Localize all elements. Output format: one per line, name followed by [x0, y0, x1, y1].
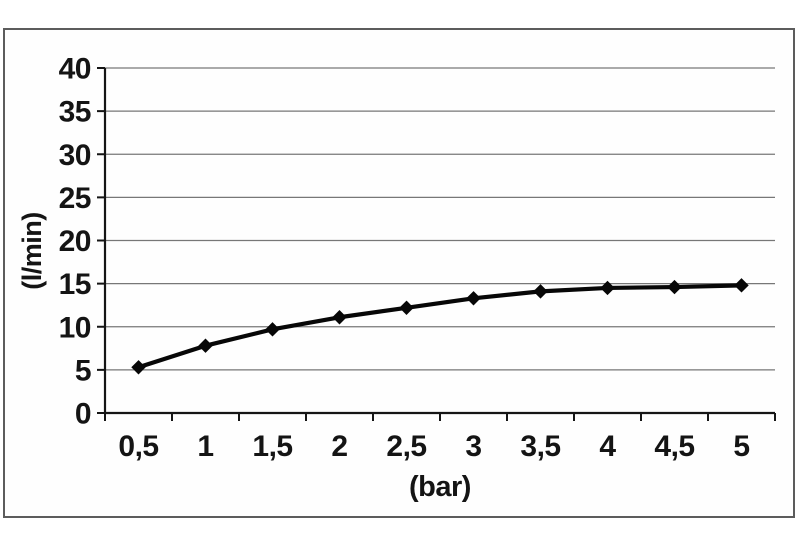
x-tick-label-8: 4,5 — [654, 430, 694, 463]
x-tick-label-5: 3 — [465, 430, 481, 463]
data-point-marker-5 — [466, 291, 481, 306]
x-tick-label-4: 2,5 — [386, 430, 426, 463]
data-point-marker-4 — [399, 300, 414, 315]
data-point-marker-2 — [265, 322, 280, 337]
data-point-marker-1 — [198, 338, 213, 353]
y-tick-label-5: 5 — [75, 354, 91, 387]
y-tick-label-40: 40 — [59, 53, 91, 86]
y-tick-label-35: 35 — [59, 96, 91, 129]
y-tick-label-30: 30 — [59, 139, 91, 172]
data-point-marker-6 — [533, 284, 548, 299]
data-point-marker-7 — [600, 280, 615, 296]
y-tick-label-20: 20 — [59, 225, 91, 258]
x-tick-label-6: 3,5 — [520, 430, 560, 463]
x-tick-label-9: 5 — [733, 430, 749, 463]
chart-frame: 0 5 10 15 20 25 30 35 40 0,5 1 1,5 2 2,5 3 3,5 4 4,5 5 (l/… — [3, 28, 795, 518]
data-point-marker-9 — [734, 278, 749, 293]
y-tick-label-15: 15 — [59, 268, 91, 301]
x-tick-label-2: 1,5 — [252, 430, 292, 463]
data-point-marker-0 — [131, 360, 146, 375]
data-point-marker-8 — [667, 279, 682, 295]
data-point-marker-3 — [332, 310, 347, 325]
x-axis-title: (bar) — [409, 471, 471, 503]
flow-vs-pressure-chart: 0 5 10 15 20 25 30 35 40 0,5 1 1,5 2 2,5 3 3,5 4 4,5 5 — [59, 53, 776, 463]
y-tick-label-25: 25 — [59, 182, 91, 215]
x-tick-label-0: 0,5 — [118, 430, 158, 463]
x-tick-label-1: 1 — [197, 430, 213, 463]
x-tick-label-7: 4 — [599, 430, 616, 463]
y-tick-label-0: 0 — [75, 398, 91, 431]
y-axis-title: (l/min) — [17, 212, 47, 290]
x-tick-label-3: 2 — [331, 430, 347, 463]
series-line-flow-rate — [136, 283, 744, 370]
y-tick-label-10: 10 — [59, 311, 91, 344]
